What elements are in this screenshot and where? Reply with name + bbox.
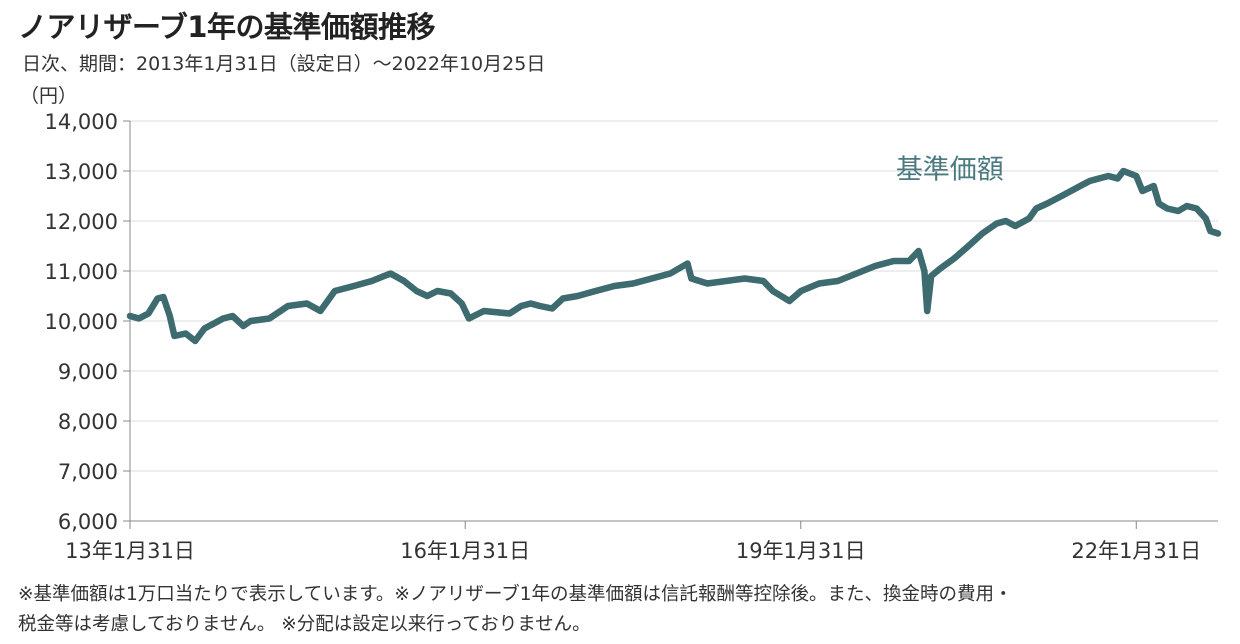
y-tick-label: 7,000 — [58, 460, 118, 484]
footnote-line-1: ※基準価額は1万口当たりで表示しています。※ノアリザーブ1年の基準価額は信託報酬… — [18, 584, 1013, 605]
chart-subtitle: 日次、期間：2013年1月31日（設定日）〜2022年10月25日 — [22, 53, 546, 75]
grid-layer — [130, 120, 1218, 472]
axis-layer: 6,000 7,000 8,000 9,000 10,000 11,000 12,000 13… — [45, 110, 1218, 563]
series-label-nav: 基準価額 — [896, 155, 1004, 186]
chart-title: ノアリザーブ1年の基準価額推移 — [18, 10, 435, 44]
y-tick-label: 12,000 — [45, 210, 118, 234]
y-tick-label: 13,000 — [45, 160, 118, 184]
series-layer — [126, 167, 1222, 345]
y-axis-unit-label: （円） — [20, 85, 78, 107]
x-tick-label: 22年1月31日 — [1071, 539, 1201, 563]
nav-series-line — [126, 167, 1222, 345]
price-chart: 6,000 7,000 8,000 9,000 10,000 11,000 12,000 13… — [45, 110, 1222, 563]
y-tick-label: 11,000 — [45, 260, 118, 284]
y-tick-label: 8,000 — [58, 410, 118, 434]
x-tick-label: 16年1月31日 — [400, 539, 530, 563]
x-tick-label: 19年1月31日 — [736, 539, 866, 563]
y-tick-label: 14,000 — [45, 110, 118, 134]
y-tick-label: 9,000 — [58, 360, 118, 384]
x-tick-label: 13年1月31日 — [65, 539, 195, 563]
y-tick-label: 10,000 — [45, 310, 118, 334]
y-tick-label: 6,000 — [58, 510, 118, 534]
label-layer: 基準価額 — [896, 155, 1004, 186]
footnote-line-2: 税金等は考慮しておりません。 ※分配は設定以来行っておりません。 — [18, 614, 591, 635]
